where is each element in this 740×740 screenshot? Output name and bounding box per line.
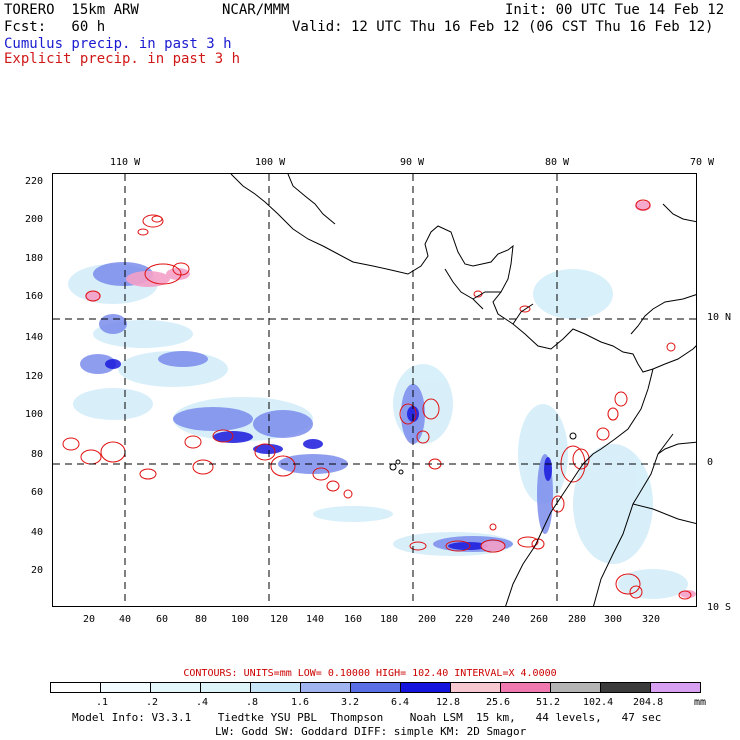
colorbar-level: 6.4 xyxy=(391,697,410,708)
x-tick: 300 xyxy=(604,614,623,625)
x-tick: 260 xyxy=(530,614,549,625)
colorbar-swatch xyxy=(450,682,501,693)
colorbar-swatch xyxy=(350,682,401,693)
model-name: TORERO 15km ARW xyxy=(4,2,139,18)
y-tick: 120 xyxy=(25,371,44,382)
x-tick: 240 xyxy=(492,614,511,625)
colorbar-level: 1.6 xyxy=(291,697,310,708)
y-tick: 180 xyxy=(25,253,44,264)
x-tick: 60 xyxy=(156,614,169,625)
x-tick: 40 xyxy=(119,614,132,625)
explicit-precip-shading xyxy=(85,201,696,598)
x-tick: 100 xyxy=(231,614,250,625)
valid-time: Valid: 12 UTC Thu 16 Feb 12 (06 CST Thu … xyxy=(292,19,714,35)
x-tick: 20 xyxy=(83,614,96,625)
model-info: Model Info: V3.3.1 Tiedtke YSU PBL Thomp… xyxy=(72,711,662,724)
colorbar-level: .8 xyxy=(246,697,259,708)
lon-label-80w: 80 W xyxy=(545,157,570,168)
lon-label-110w: 110 W xyxy=(110,157,141,168)
y-tick: 160 xyxy=(25,291,44,302)
colorbar-units: mm xyxy=(694,697,707,708)
y-tick: 80 xyxy=(31,449,44,460)
colorbar-swatch xyxy=(550,682,601,693)
x-tick: 120 xyxy=(270,614,289,625)
x-tick: 180 xyxy=(380,614,399,625)
explicit-precip-legend: Explicit precip. in past 3 h xyxy=(4,51,241,67)
y-tick: 60 xyxy=(31,487,44,498)
colorbar-swatch xyxy=(150,682,201,693)
lat-label-10s: 10 S xyxy=(707,602,732,613)
forecast-hour: Fcst: 60 h xyxy=(4,19,106,35)
y-tick: 200 xyxy=(25,214,44,225)
colorbar-swatch xyxy=(650,682,701,693)
x-tick: 80 xyxy=(195,614,208,625)
colorbar-level: .4 xyxy=(196,697,209,708)
graticule xyxy=(53,174,696,606)
colorbar-level: .2 xyxy=(146,697,159,708)
colorbar-swatch xyxy=(500,682,551,693)
map-canvas xyxy=(53,174,696,606)
y-tick: 220 xyxy=(25,176,44,187)
lat-label-10n: 10 N xyxy=(707,312,732,323)
colorbar-level: 25.6 xyxy=(486,697,511,708)
init-time: Init: 00 UTC Tue 14 Feb 12 xyxy=(505,2,725,18)
x-tick: 200 xyxy=(418,614,437,625)
y-tick: 100 xyxy=(25,409,44,420)
colorbar-level: 3.2 xyxy=(341,697,360,708)
organization-label: NCAR/MMM xyxy=(222,2,290,18)
colorbar-swatch xyxy=(300,682,351,693)
y-tick: 140 xyxy=(25,332,44,343)
x-tick: 220 xyxy=(455,614,474,625)
colorbar-level: 102.4 xyxy=(583,697,614,708)
lat-label-equator: 0 xyxy=(707,457,714,468)
colorbar-swatch xyxy=(50,682,101,693)
light-precip-areas xyxy=(68,264,688,599)
x-tick: 320 xyxy=(642,614,661,625)
y-tick: 20 xyxy=(31,565,44,576)
lon-label-100w: 100 W xyxy=(255,157,286,168)
x-tick: 160 xyxy=(344,614,363,625)
contours-info: CONTOURS: UNITS=mm LOW= 0.10000 HIGH= 10… xyxy=(183,668,557,679)
colorbar-swatch xyxy=(250,682,301,693)
x-tick: 140 xyxy=(306,614,325,625)
colorbar-swatch xyxy=(200,682,251,693)
lon-label-70w: 70 W xyxy=(690,157,715,168)
colorbar-level: 51.2 xyxy=(536,697,561,708)
y-tick: 40 xyxy=(31,527,44,538)
physics-info: LW: Godd SW: Goddard DIFF: simple KM: 2D… xyxy=(215,725,527,738)
cumulus-precip-legend: Cumulus precip. in past 3 h xyxy=(4,36,232,52)
colorbar-swatch xyxy=(400,682,451,693)
colorbar-level: 204.8 xyxy=(633,697,664,708)
colorbar-level: 12.8 xyxy=(436,697,461,708)
heavy-precip-areas xyxy=(105,359,552,550)
x-tick: 280 xyxy=(568,614,587,625)
colorbar-swatch xyxy=(600,682,651,693)
coastlines xyxy=(230,174,696,606)
precip-contours xyxy=(62,199,692,600)
colorbar-level: .1 xyxy=(96,697,109,708)
lon-label-90w: 90 W xyxy=(400,157,425,168)
precipitation-map xyxy=(52,173,697,607)
colorbar-swatch xyxy=(100,682,151,693)
